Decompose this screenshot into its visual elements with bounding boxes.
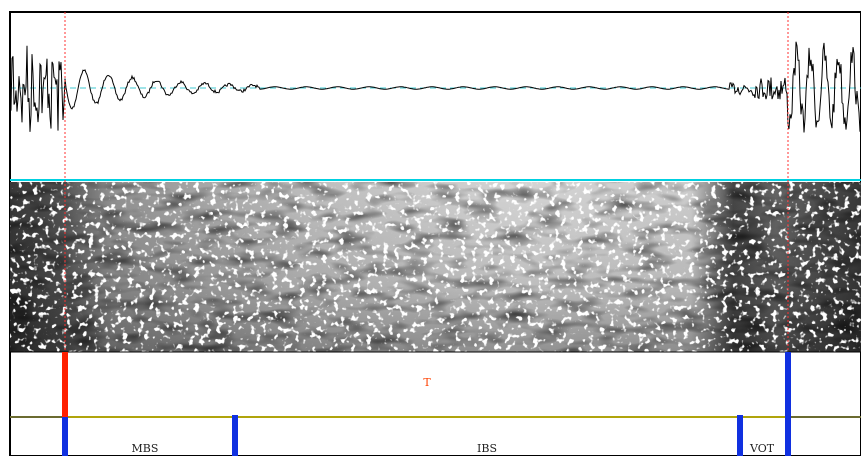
interval-label[interactable]: IBS	[477, 442, 497, 455]
tier-boundary[interactable]	[62, 352, 68, 417]
spectrogram	[10, 182, 861, 352]
tier-boundary[interactable]	[737, 415, 743, 456]
tier-boundary[interactable]	[785, 417, 791, 456]
tier-boundary[interactable]	[62, 417, 68, 456]
tier-boundary[interactable]	[232, 415, 238, 456]
interval-label[interactable]: VOT	[749, 442, 775, 455]
page: T MBS IBS VOT (() => { const data = JSON…	[0, 0, 861, 456]
sound-editor: T MBS IBS VOT	[0, 0, 861, 456]
spectrogram-speckle	[10, 182, 861, 352]
interval-label[interactable]: T	[423, 376, 431, 389]
tier-boundary[interactable]	[785, 352, 791, 417]
interval-label[interactable]: MBS	[132, 442, 159, 455]
